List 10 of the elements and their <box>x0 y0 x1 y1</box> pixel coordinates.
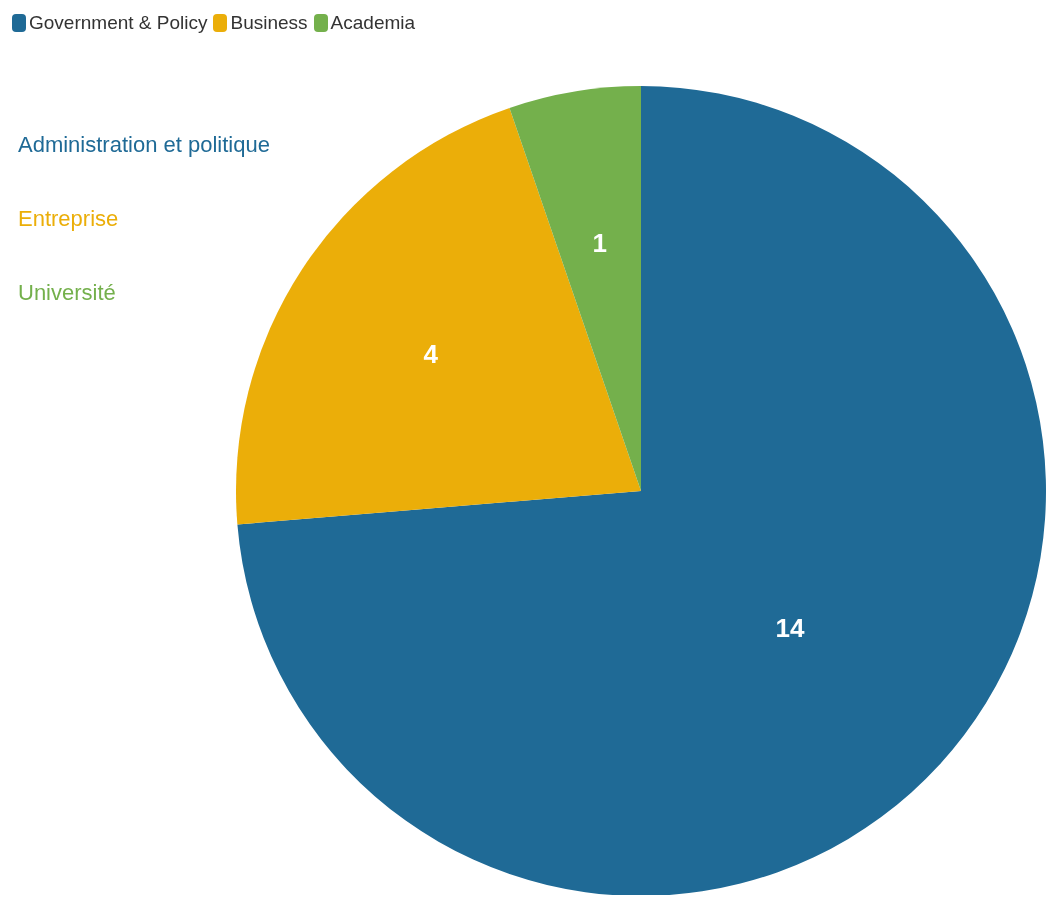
text: Entreprise <box>18 206 119 232</box>
data-label: 4 <box>423 338 439 369</box>
text: Université <box>18 280 116 306</box>
legend-label: Government & Policy <box>29 12 208 34</box>
data-label: 14 <box>775 613 805 644</box>
pie-slice <box>509 86 641 491</box>
legend-label: Business <box>230 12 308 34</box>
legend-label: Academia <box>330 12 416 34</box>
text: Administration et politique <box>18 132 270 158</box>
data-label: 1 <box>592 228 607 259</box>
